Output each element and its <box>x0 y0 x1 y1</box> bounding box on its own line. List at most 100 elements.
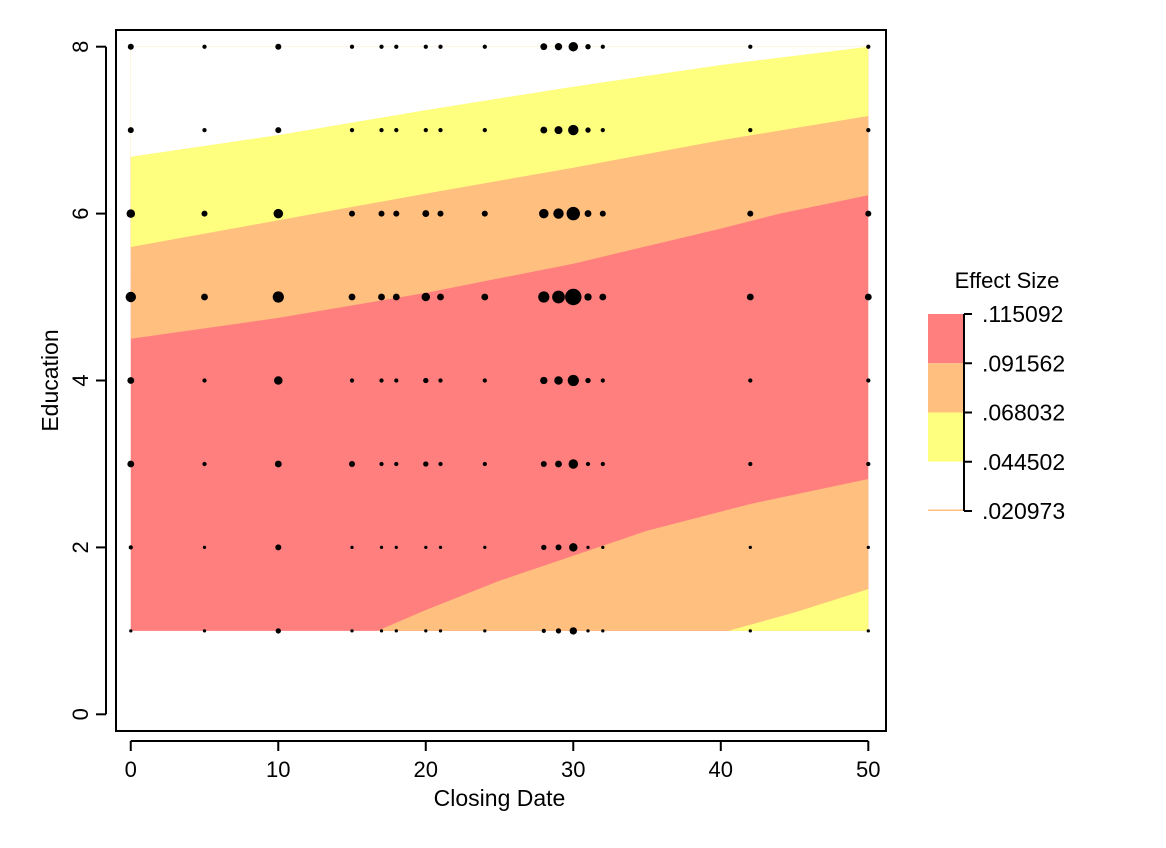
x-tick-label: 0 <box>125 757 137 782</box>
data-point <box>394 545 398 550</box>
data-point <box>423 377 429 384</box>
data-point <box>438 545 443 550</box>
data-point <box>129 629 133 633</box>
data-point <box>423 44 428 49</box>
data-point <box>394 44 399 49</box>
data-point <box>866 378 871 383</box>
data-point <box>554 376 563 385</box>
data-point <box>438 44 443 49</box>
data-point <box>565 288 582 306</box>
data-point <box>748 545 752 550</box>
data-point <box>378 210 385 217</box>
data-point <box>866 629 870 633</box>
data-point <box>585 44 591 50</box>
data-point <box>585 127 591 133</box>
y-tick-label: 0 <box>68 708 93 720</box>
data-point <box>394 629 398 633</box>
data-point <box>567 374 579 387</box>
legend-scale: .115092 .091562 .068032 .044502 .020973 <box>963 301 1065 524</box>
legend-tick-label: .091562 <box>982 350 1065 376</box>
legend-tick-label: .020973 <box>982 498 1065 524</box>
plot-area <box>115 29 887 732</box>
data-point <box>555 628 562 634</box>
data-point <box>393 210 400 217</box>
data-point <box>586 545 590 550</box>
contour-band-lower-mid-high <box>377 479 869 631</box>
data-point <box>128 545 133 550</box>
data-point <box>747 210 754 217</box>
data-point <box>202 461 207 467</box>
data-point <box>585 461 591 467</box>
data-point <box>540 461 547 467</box>
y-tick-label: 6 <box>68 207 93 219</box>
data-point <box>540 126 548 134</box>
data-point <box>202 44 207 49</box>
data-point <box>552 290 565 304</box>
y-tick-label: 2 <box>68 541 93 553</box>
data-point <box>379 44 384 49</box>
data-point <box>866 461 871 467</box>
data-point <box>275 43 282 50</box>
data-point <box>349 378 355 383</box>
data-point <box>866 545 870 550</box>
data-point <box>438 127 443 133</box>
data-point <box>394 127 399 133</box>
data-point <box>539 208 549 219</box>
data-point <box>482 44 487 49</box>
data-point <box>553 208 564 219</box>
data-point <box>865 210 872 217</box>
data-point <box>600 127 605 133</box>
x-tick-label: 50 <box>856 757 880 782</box>
data-point <box>438 461 443 467</box>
x-tick-label: 40 <box>709 757 733 782</box>
data-point <box>538 291 550 303</box>
data-point <box>379 545 384 550</box>
data-point <box>349 127 355 133</box>
data-point <box>127 377 135 384</box>
data-point <box>424 545 428 550</box>
data-point <box>275 544 282 551</box>
data-point <box>423 461 429 467</box>
data-point <box>554 43 563 51</box>
data-point <box>540 43 548 51</box>
data-point <box>437 210 444 217</box>
data-point <box>554 126 563 135</box>
data-point <box>202 127 207 133</box>
data-point <box>568 124 579 136</box>
data-point <box>349 461 355 467</box>
data-point <box>379 378 384 383</box>
data-point <box>555 544 562 551</box>
data-point <box>540 376 548 385</box>
data-point <box>273 208 284 219</box>
data-point <box>392 293 400 301</box>
data-point <box>601 629 605 633</box>
legend-swatches <box>928 314 964 511</box>
legend-swatch-base <box>928 509 964 511</box>
data-point <box>748 461 753 467</box>
data-point <box>569 627 577 635</box>
data-point <box>126 209 136 218</box>
data-point <box>568 41 579 52</box>
y-tick-label: 8 <box>68 41 93 53</box>
data-point <box>274 460 282 468</box>
data-point <box>272 291 284 303</box>
data-point <box>864 293 872 301</box>
data-point <box>483 545 487 550</box>
data-point <box>748 378 753 383</box>
data-point <box>348 293 356 301</box>
y-axis: 0 2 4 6 8 <box>68 41 107 720</box>
data-point <box>541 544 547 551</box>
data-point <box>746 293 754 301</box>
data-point <box>599 210 606 217</box>
data-point <box>437 293 444 301</box>
data-point <box>748 44 753 49</box>
data-point <box>481 293 489 301</box>
data-point <box>483 629 487 633</box>
contour-band-upper-low <box>130 46 869 157</box>
data-point <box>350 545 354 550</box>
data-point <box>438 629 443 633</box>
legend-swatch <box>928 461 964 511</box>
scatter-points <box>125 41 872 635</box>
y-axis-title: Education <box>37 329 63 431</box>
